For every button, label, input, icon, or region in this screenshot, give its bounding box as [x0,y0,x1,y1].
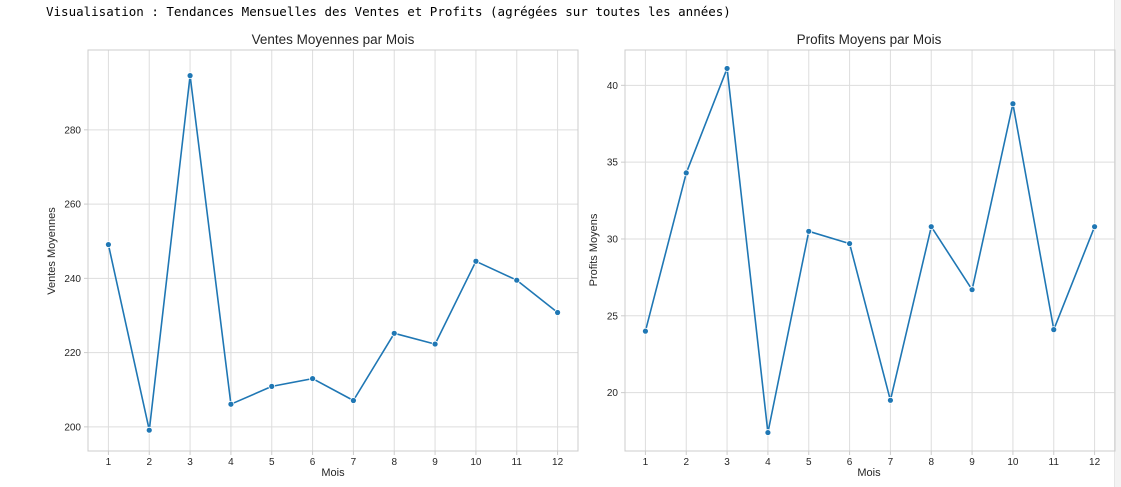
x-tick-label: 11 [1049,457,1060,468]
data-point [145,426,153,434]
plot-frame [624,49,1116,452]
x-tick-label: 8 [928,457,934,468]
x-tick-label: 12 [1089,457,1101,468]
x-axis-label: Mois [321,467,345,479]
y-axis-label: Profits Moyens [588,213,600,286]
x-tick-label: 4 [765,457,771,468]
x-tick-label: 7 [888,457,894,468]
x-tick-label: 6 [847,457,853,468]
x-tick-label: 4 [228,457,234,468]
x-tick-label: 9 [432,457,438,468]
data-point [805,227,813,235]
series-line [644,67,1096,434]
grid-lines [625,50,1115,451]
y-tick-label: 40 [607,81,619,92]
profits-chart: Profits Moyens par Mois Mois Profits Moy… [588,32,1116,479]
plot-frame [87,49,579,452]
data-point [1050,326,1058,334]
data-point [350,397,357,404]
data-point [764,429,772,436]
x-axis-label: Mois [857,467,881,479]
chart-title: Profits Moyens par Mois [797,32,942,47]
x-tick-label: 3 [187,457,193,468]
data-point [846,240,853,247]
x-tick-label: 2 [683,457,689,468]
x-tick-label: 2 [146,457,152,468]
y-tick-label: 280 [64,125,81,136]
data-point [513,276,521,284]
data-point [309,375,316,382]
data-point [554,309,561,316]
data-point [968,286,976,294]
y-tick-label: 35 [607,158,619,169]
x-tick-label: 8 [391,457,397,468]
data-point [431,340,439,348]
x-tick-label: 1 [106,457,112,468]
y-tick-label: 25 [607,311,619,322]
data-point [1091,223,1098,231]
grid-lines [88,50,578,451]
x-tick-label: 9 [969,457,975,468]
data-point [390,329,398,337]
x-tick-label: 10 [470,457,482,468]
y-tick-label: 200 [64,422,81,433]
data-point [682,169,690,177]
x-tick-label: 7 [351,457,357,468]
data-point [642,327,649,335]
x-tick-label: 6 [310,457,316,468]
y-tick-label: 240 [64,274,81,285]
series-line [107,74,559,432]
data-point [105,241,112,248]
x-tick-label: 12 [552,457,564,468]
y-tick-label: 30 [607,234,619,245]
y-tick-label: 20 [607,388,619,399]
notebook-header-text: Visualisation : Tendances Mensuelles des… [46,4,731,19]
data-point [186,72,194,80]
chart-title: Ventes Moyennes par Mois [252,32,415,47]
x-tick-label: 5 [806,457,812,468]
sales-chart: Ventes Moyennes par Mois Mois Ventes Moy… [46,32,579,479]
data-point [1009,100,1017,108]
x-tick-label: 5 [269,457,275,468]
y-tick-label: 220 [64,348,81,359]
data-point [227,400,235,408]
data-point [723,65,731,72]
data-point [927,223,935,231]
data-point [887,396,894,404]
x-tick-label: 11 [512,457,523,468]
y-tick-label: 260 [64,200,81,211]
x-tick-label: 1 [643,457,649,468]
data-point [472,257,480,265]
y-axis-label: Ventes Moyennes [46,207,58,295]
data-point [268,382,276,390]
x-tick-label: 3 [724,457,730,468]
x-tick-label: 10 [1007,457,1019,468]
